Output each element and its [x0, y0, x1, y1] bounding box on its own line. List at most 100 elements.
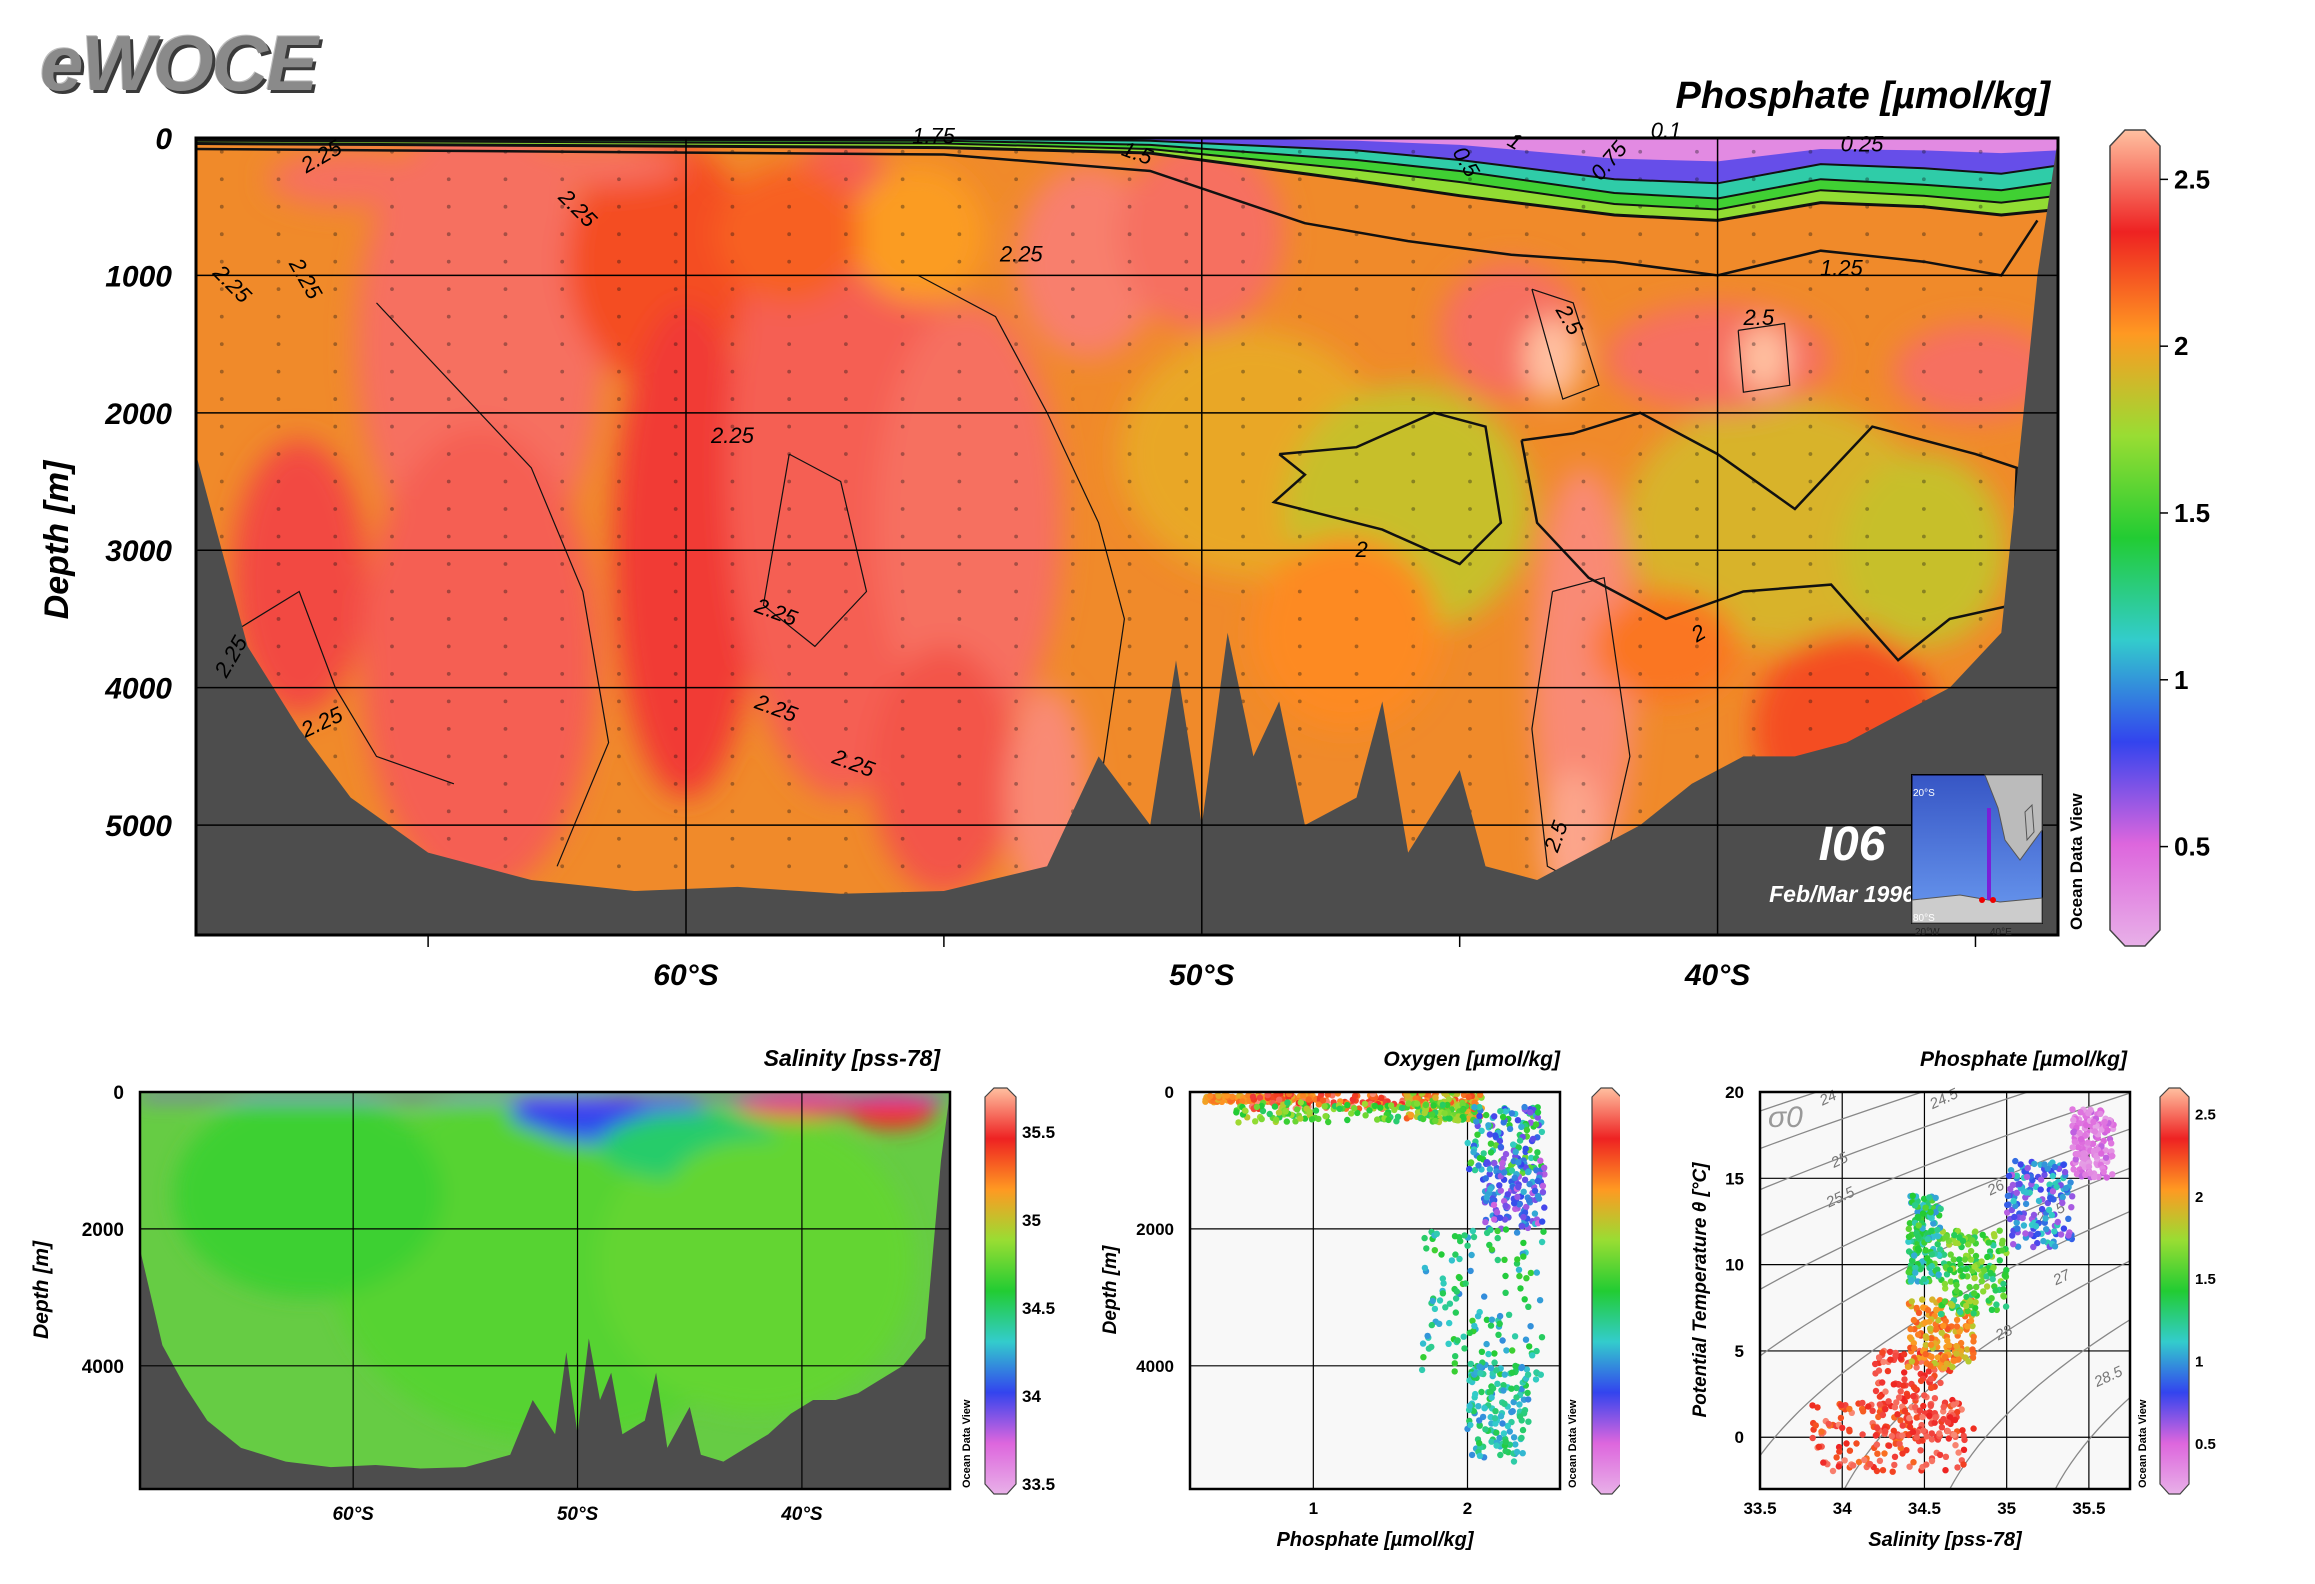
sample-dot: [503, 314, 508, 319]
sample-dot: [446, 781, 451, 786]
sample-dot: [673, 397, 678, 401]
ts-point: [1901, 1407, 1909, 1415]
ts-point: [1978, 1278, 1986, 1285]
sample-dot: [1524, 864, 1529, 869]
ts-point: [1973, 1283, 1980, 1291]
oxygen-point: [1294, 1106, 1301, 1113]
sample-dot: [957, 259, 962, 264]
oxygen-point: [1483, 1159, 1491, 1166]
main-cb-tick-label: 1.5: [2174, 498, 2210, 528]
sample-dot: [1638, 149, 1643, 154]
ts-point: [1900, 1351, 1908, 1358]
ts-point: [1835, 1463, 1843, 1470]
ts-point: [1913, 1414, 1920, 1421]
sample-dot: [276, 149, 281, 154]
ts-point: [1914, 1245, 1922, 1252]
oxygen-point: [1438, 1251, 1445, 1258]
sample-dot: [219, 479, 224, 484]
oxygen-point: [1445, 1096, 1453, 1103]
sample-dot: [1581, 672, 1586, 676]
sample-dot: [1808, 672, 1813, 676]
phosphate-field-17: [1531, 467, 1636, 881]
sample-dot: [1014, 452, 1019, 456]
oxygen-point: [1421, 1234, 1428, 1242]
sample-dot: [1865, 507, 1870, 511]
sample-dot: [1921, 149, 1926, 154]
sample-dot: [1638, 452, 1643, 456]
contour-225-c: [762, 453, 868, 648]
ts-point: [1876, 1457, 1884, 1465]
sample-dot: [560, 699, 565, 704]
sample-dot: [617, 726, 621, 731]
sample-dot: [1241, 314, 1245, 319]
sample-dot: [1127, 397, 1132, 401]
isopycnal-label: 25: [1828, 1149, 1852, 1172]
ts-y-tick-label: 0: [1735, 1428, 1744, 1447]
salinity-title: Salinity [pss-78]: [764, 1045, 942, 1071]
sample-dot: [1751, 177, 1756, 182]
sample-dot: [1638, 232, 1643, 237]
ts-point: [1901, 1376, 1908, 1383]
sample-dot: [1808, 424, 1813, 429]
ts-point: [2011, 1213, 2018, 1221]
ts-point: [1920, 1427, 1927, 1434]
oxygen-point: [1387, 1102, 1395, 1109]
oxygen-point: [1423, 1245, 1430, 1252]
oxygen-point: [1533, 1347, 1540, 1355]
sample-dot: [730, 836, 735, 841]
sample-dot: [1921, 369, 1926, 374]
sample-dot: [1070, 149, 1075, 154]
sample-dot: [957, 232, 962, 237]
sample-dot: [503, 177, 508, 182]
oxygen-point: [1540, 1228, 1547, 1235]
ts-point: [2082, 1121, 2090, 1129]
ts-point: [2104, 1127, 2111, 1134]
sample-dot: [390, 177, 394, 182]
oxygen-point: [1518, 1434, 1525, 1442]
sample-dot: [1070, 369, 1075, 374]
sample-dot: [1468, 397, 1472, 401]
ts-point: [1971, 1229, 1979, 1236]
sample-dot: [1127, 726, 1132, 731]
ts-point: [1914, 1213, 1922, 1221]
ts-point: [1970, 1290, 1978, 1297]
salinity-cb-tick-label: 33.5: [1022, 1475, 1055, 1494]
sample-dot: [1581, 754, 1586, 759]
sample-dot: [1184, 699, 1189, 704]
sample-dot: [617, 232, 621, 237]
sample-dot: [843, 781, 848, 786]
oxygen-point: [1431, 1247, 1439, 1254]
oxygen-point: [1297, 1099, 1305, 1106]
sample-dot: [787, 699, 792, 704]
ts-point: [1841, 1457, 1848, 1464]
sample-dot: [1184, 177, 1189, 182]
sample-dot: [446, 342, 451, 347]
ts-cb-tick-label: 0.5: [2195, 1436, 2216, 1453]
sample-dot: [730, 342, 735, 347]
oxygen-point: [1462, 1280, 1469, 1287]
ts-point: [1928, 1335, 1935, 1342]
sample-dot: [1581, 314, 1586, 319]
isopycnal-label: 27: [2050, 1266, 2074, 1289]
sample-dot: [843, 534, 848, 539]
sample-dot: [1695, 149, 1699, 154]
sample-dot: [617, 589, 621, 594]
ts-point: [1936, 1451, 1944, 1459]
sample-dot: [1184, 369, 1189, 374]
sample-dot: [730, 452, 735, 456]
sample-dot: [1921, 589, 1926, 594]
ts-point: [2032, 1223, 2040, 1230]
oxygen-point: [1491, 1359, 1498, 1366]
ts-point: [1859, 1408, 1867, 1415]
ts-point: [1934, 1233, 1942, 1240]
ts-point: [2023, 1189, 2030, 1196]
sample-dot: [1014, 617, 1019, 621]
oxygen-point: [1351, 1092, 1359, 1100]
sample-dot: [333, 424, 338, 429]
sample-dot: [1468, 287, 1472, 292]
oxygen-point: [1223, 1092, 1231, 1099]
isopycnal-label: 26: [1984, 1176, 2008, 1199]
ts-point: [1922, 1350, 1929, 1358]
sample-dot: [390, 617, 394, 621]
